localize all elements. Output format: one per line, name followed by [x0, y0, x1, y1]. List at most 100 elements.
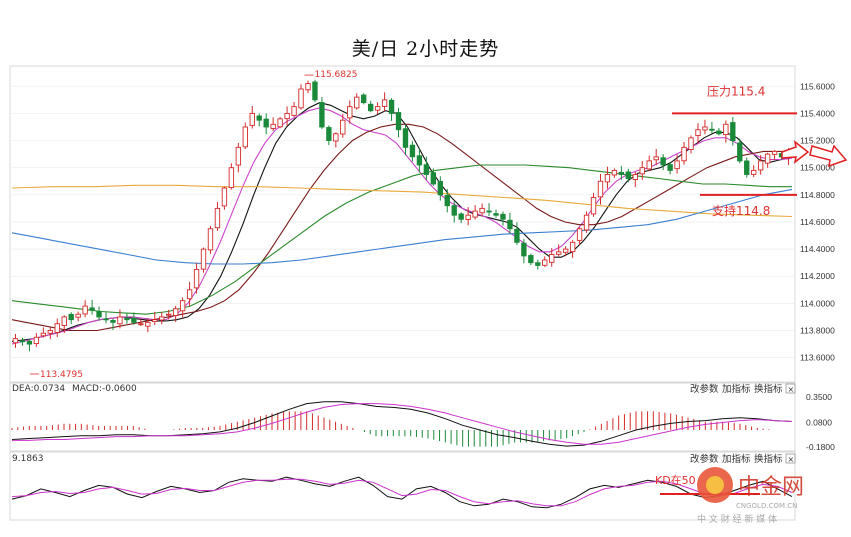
main-panel-frame: [9, 65, 796, 383]
candle-body: [221, 187, 228, 207]
candle-body: [604, 174, 611, 183]
candle-body: [528, 255, 534, 264]
candle-body: [423, 164, 430, 175]
low-price-label: 113.4795: [40, 370, 83, 380]
candle-body: [145, 321, 151, 327]
dea-label: DEA:0.0734: [12, 384, 65, 394]
candle-body: [367, 103, 374, 112]
candle-body: [159, 316, 165, 321]
macd-close-glyph: ×: [788, 385, 795, 394]
watermark-logo-inner-icon: [706, 476, 724, 494]
candle-body: [152, 319, 158, 323]
candle-body: [549, 254, 555, 263]
candle-body: [681, 146, 687, 162]
candle-body: [660, 157, 666, 166]
kdj-add-indicator-button[interactable]: 加指标: [722, 453, 751, 465]
candle-body: [361, 94, 367, 104]
kdj-d-line: [11, 478, 793, 507]
candle-body: [26, 340, 33, 345]
candle-body: [228, 167, 235, 189]
candle-body: [166, 313, 172, 316]
moving-average-line-5: [11, 184, 793, 218]
candle-body: [716, 130, 722, 135]
macd-dif-line: [11, 401, 793, 447]
candle-body: [590, 197, 597, 215]
kdj-switch-indicator-button[interactable]: 换指标: [754, 453, 783, 465]
candle-body: [326, 127, 332, 142]
y-tick-label: 114.6000: [800, 217, 835, 227]
candle-body: [744, 160, 750, 175]
candle-body: [381, 99, 388, 107]
candle-body: [200, 248, 207, 270]
candle-body: [639, 167, 645, 175]
candle-body: [347, 106, 353, 119]
candle-body: [305, 83, 311, 91]
macd-change-params-button[interactable]: 改参数: [690, 383, 719, 395]
support-label: 支持114.8: [712, 203, 770, 218]
candle-body: [764, 153, 771, 164]
candle-body: [688, 137, 694, 151]
candle-body: [388, 99, 395, 114]
candle-body: [646, 160, 652, 170]
candle-body: [514, 228, 520, 243]
y-tick-label: 115.6000: [800, 81, 835, 91]
kdj-label: 9.1863: [12, 454, 44, 464]
candle-body: [333, 133, 339, 142]
candle-body: [103, 318, 109, 321]
candle-body: [737, 142, 743, 162]
candle-body: [702, 126, 708, 131]
arrow-right-icon: [781, 140, 810, 164]
candle-body: [131, 317, 137, 323]
candle-body: [270, 123, 276, 129]
watermark: 中金网 CNGOLD.COM.CN 中 文 财 经 新 媒 体: [697, 467, 804, 525]
candle-body: [61, 316, 67, 326]
candle-body: [437, 180, 443, 196]
moving-average-line-3: [11, 123, 792, 332]
candle-body: [576, 228, 583, 241]
candle-body: [723, 123, 729, 136]
candle-body: [611, 169, 618, 176]
candle-body: [172, 308, 179, 316]
candle-body: [110, 320, 116, 323]
main-price-panel: 115.6000 115.4000 115.2000 115.0000 114.8000…: [9, 65, 848, 383]
macd-close-icon[interactable]: [785, 383, 796, 394]
kdj-change-params-button[interactable]: 改参数: [690, 453, 719, 465]
candle-body: [340, 119, 346, 135]
y-tick-label: 113.8000: [800, 326, 835, 336]
candle-body: [458, 213, 464, 220]
candle-body: [19, 340, 26, 343]
kdj-close-icon[interactable]: [785, 453, 796, 464]
macd-tick-label: -0.1800: [806, 442, 835, 452]
kdj-close-glyph: ×: [788, 455, 795, 464]
candle-body: [451, 205, 457, 216]
macd-add-indicator-button[interactable]: 加指标: [722, 383, 751, 395]
candle-body: [186, 289, 193, 300]
y-tick-label: 113.6000: [800, 353, 835, 363]
watermark-tagline: 中 文 财 经 新 媒 体: [697, 513, 777, 525]
candle-body: [730, 122, 736, 142]
candle-body: [256, 115, 262, 121]
y-tick-label: 114.8000: [800, 190, 835, 200]
moving-average-line-6: [11, 188, 793, 265]
candle-body: [695, 129, 701, 136]
candle-body: [138, 323, 144, 326]
candle-body: [583, 214, 590, 231]
candle-body: [542, 259, 548, 266]
candle-body: [569, 241, 576, 253]
y-tick-label: 115.0000: [800, 163, 835, 173]
macd-panel-frame: [9, 382, 796, 452]
candle-body: [12, 338, 19, 344]
macd-dea-line: [12, 403, 793, 445]
candle-body: [117, 316, 123, 325]
candle-body: [214, 207, 221, 229]
y-tick-label: 114.4000: [800, 244, 835, 254]
high-price-label: 115.6825: [315, 70, 358, 80]
candle-body: [771, 150, 778, 155]
candle-body: [291, 106, 297, 116]
candle-body: [47, 330, 53, 334]
macd-switch-indicator-button[interactable]: 换指标: [754, 383, 783, 395]
candle-body: [354, 96, 360, 109]
candle-body: [374, 106, 381, 111]
candle-body: [263, 118, 269, 128]
candle-body: [40, 332, 47, 337]
